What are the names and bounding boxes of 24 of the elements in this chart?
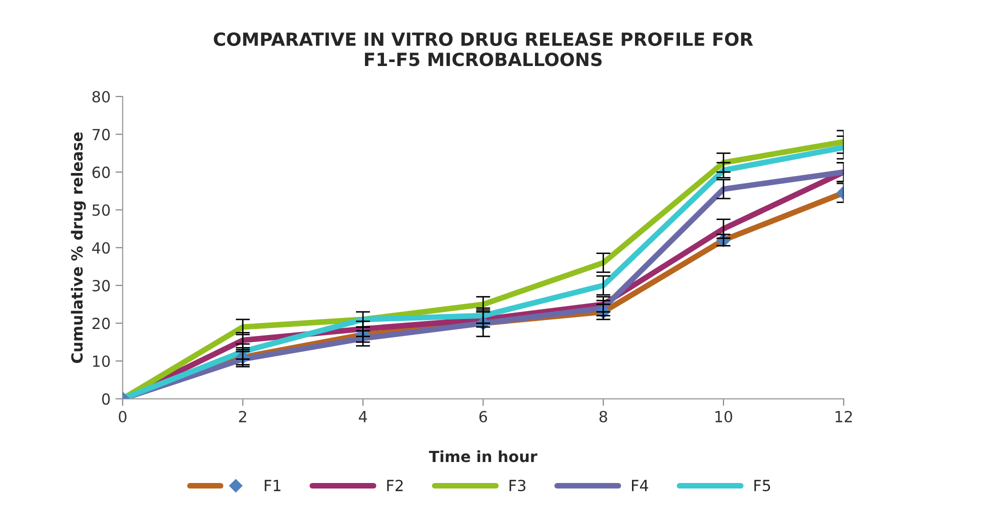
legend-label: F4 xyxy=(632,480,648,492)
y-axis-title: Cumulative % drug release xyxy=(70,132,86,363)
x-tick-label: 2 xyxy=(239,410,246,422)
y-tick-label: 50 xyxy=(92,204,110,216)
x-tick-label: 10 xyxy=(715,410,732,422)
x-tick-label: 4 xyxy=(358,411,367,422)
x-axis-title: Time in hour xyxy=(428,450,538,462)
y-tick-label: 30 xyxy=(92,280,110,292)
x-tick-label: 0 xyxy=(118,410,126,422)
x-tick-label: 6 xyxy=(479,410,488,422)
legend-label: F3 xyxy=(510,480,526,492)
y-tick-label: 40 xyxy=(92,242,110,254)
y-tick-label: 60 xyxy=(92,166,110,178)
x-tick-label: 8 xyxy=(599,410,608,422)
legend-label: F2 xyxy=(387,480,403,492)
y-tick-label: 10 xyxy=(93,355,110,368)
y-tick-label: 0 xyxy=(102,393,110,405)
legend-label: F1 xyxy=(264,480,280,492)
y-tick-label: 80 xyxy=(92,90,110,103)
legend-label: F5 xyxy=(754,480,770,492)
y-tick-label: 20 xyxy=(92,318,110,330)
x-tick-label: 12 xyxy=(836,410,852,422)
chart-title: COMPARATIVE IN VITRO DRUG RELEASE PROFILE FOR F1-F5 MICROBALLOONS xyxy=(214,32,754,66)
y-tick-label: 70 xyxy=(92,128,110,140)
